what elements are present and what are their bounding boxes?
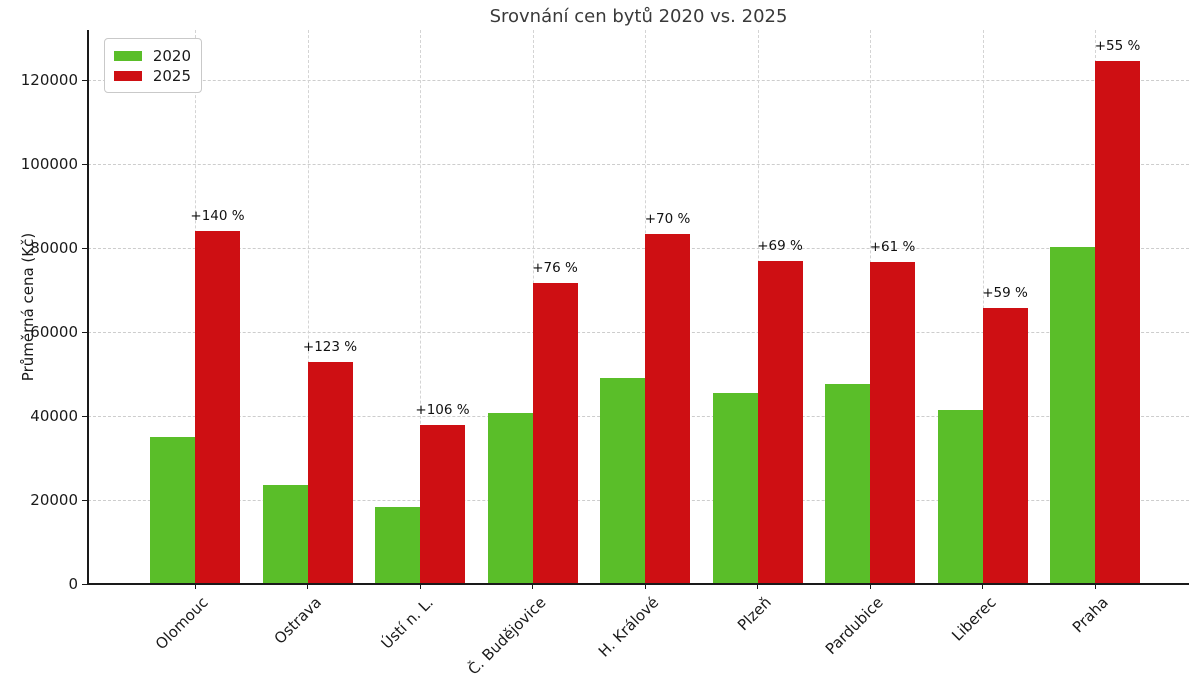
x-axis-spine <box>87 583 1189 585</box>
legend-swatch-2025 <box>114 71 142 81</box>
bar-2025 <box>757 260 803 584</box>
x-tick-label: Plzeň <box>733 593 775 635</box>
x-tick-label: Liberec <box>948 593 1000 645</box>
x-tick <box>194 584 196 589</box>
x-tick <box>757 584 759 589</box>
x-tick <box>532 584 534 589</box>
x-tick <box>869 584 871 589</box>
legend-label-2025: 2025 <box>152 67 191 85</box>
y-tick <box>82 499 87 501</box>
y-tick-label: 20000 <box>30 491 78 510</box>
bar-2025 <box>532 283 578 584</box>
gridline-vertical <box>420 30 421 584</box>
gridline-vertical <box>307 30 309 584</box>
x-tick-label: H. Králové <box>594 593 663 661</box>
chart-title: Srovnání cen bytů 2020 vs. 2025 <box>489 6 788 27</box>
y-tick-label: 0 <box>68 575 78 593</box>
x-tick-label: Ústí n. L. <box>377 593 438 653</box>
x-tick-label: Pardubice <box>822 593 888 659</box>
bar-2020 <box>375 506 420 584</box>
legend-entry-2025: 2025 <box>114 66 191 86</box>
x-tick <box>419 584 421 589</box>
y-tick <box>82 331 87 334</box>
y-axis-spine <box>87 30 89 585</box>
x-tick-label: Olomouc <box>152 593 213 654</box>
y-tick <box>82 163 87 166</box>
bar-2020 <box>150 437 195 584</box>
legend: 2020 2025 <box>104 38 202 93</box>
gridline-horizontal <box>88 248 1189 250</box>
bar-2020 <box>600 378 645 584</box>
pct-label: +140 % <box>190 208 245 225</box>
bar-2025 <box>870 261 915 584</box>
bar-2020 <box>262 484 308 584</box>
gridline-horizontal <box>88 332 1189 334</box>
gridline-vertical <box>982 30 984 584</box>
bar-2020 <box>825 383 870 584</box>
bar-2020 <box>1050 246 1095 584</box>
legend-entry-2020: 2020 <box>114 46 191 66</box>
y-tick-label: 40000 <box>30 407 78 426</box>
pct-label: +106 % <box>415 401 470 418</box>
x-tick-label: Ostrava <box>270 593 325 648</box>
pct-label: +61 % <box>869 238 916 255</box>
y-tick <box>82 415 87 417</box>
bar-2025 <box>195 231 240 584</box>
x-tick <box>982 584 984 589</box>
bar-2020 <box>937 410 983 584</box>
x-tick <box>1094 584 1096 589</box>
y-tick-label: 120000 <box>20 71 78 90</box>
gridline-horizontal <box>88 164 1189 166</box>
pct-label: +76 % <box>532 260 578 277</box>
pct-label: +55 % <box>1094 38 1141 55</box>
gridline-horizontal <box>88 80 1189 82</box>
legend-label-2020: 2020 <box>152 47 191 65</box>
x-tick <box>644 584 646 589</box>
bar-2025 <box>645 234 690 584</box>
legend-swatch-2020 <box>114 51 142 61</box>
pct-label: +69 % <box>757 237 803 254</box>
bar-2025 <box>982 307 1028 584</box>
bar-2020 <box>487 413 533 584</box>
bar-2025 <box>307 361 353 584</box>
y-tick <box>82 583 87 585</box>
pct-label: +70 % <box>644 211 691 228</box>
bar-2025 <box>1095 61 1140 584</box>
y-tick-label: 80000 <box>30 239 78 258</box>
y-tick-label: 100000 <box>20 155 78 174</box>
x-tick-label: Praha <box>1068 593 1113 637</box>
bar-2025 <box>420 424 465 584</box>
x-tick-label: Č. Budějovice <box>464 593 550 679</box>
x-tick <box>307 584 309 589</box>
y-tick <box>82 79 87 82</box>
pct-label: +123 % <box>302 338 358 355</box>
pct-label: +59 % <box>982 284 1028 301</box>
y-tick <box>82 247 87 250</box>
y-tick-label: 60000 <box>30 323 78 342</box>
bar-2020 <box>712 392 758 584</box>
